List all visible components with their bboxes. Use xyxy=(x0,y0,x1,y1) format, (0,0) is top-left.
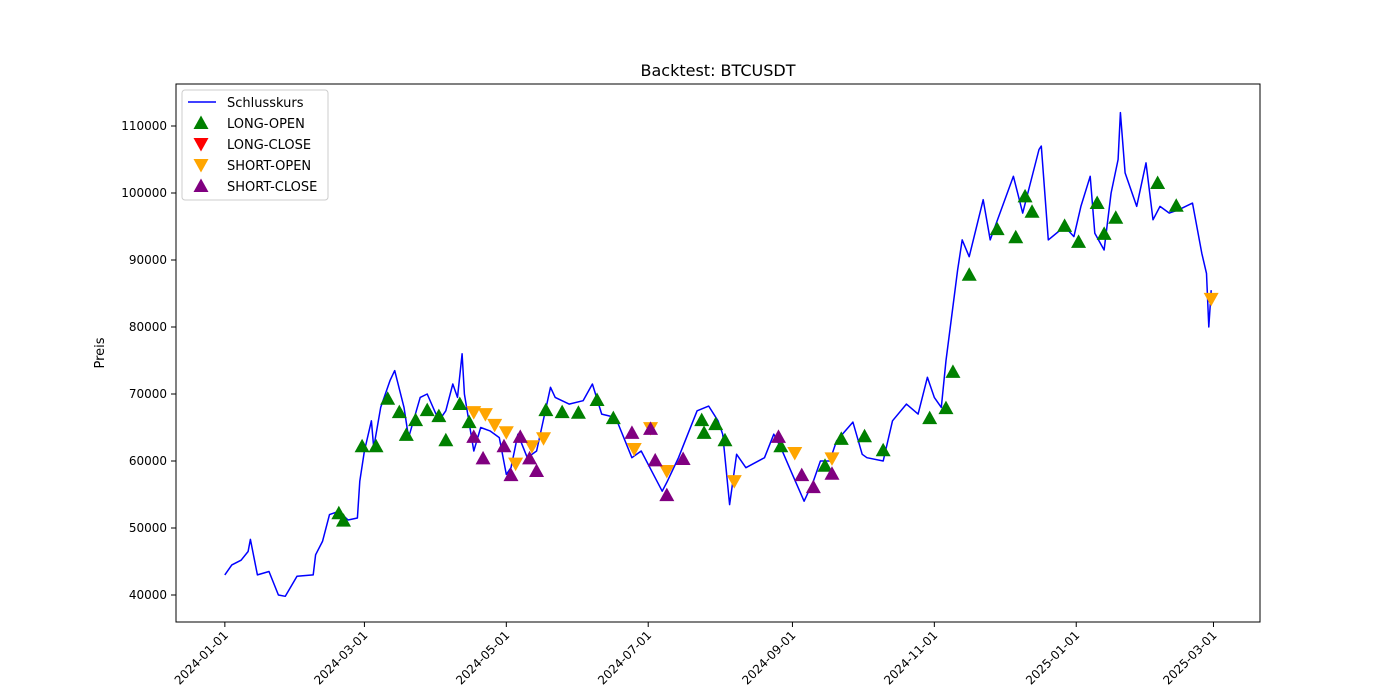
trade-marker xyxy=(805,479,821,494)
trade-marker xyxy=(1150,175,1166,189)
chart-title: Backtest: BTCUSDT xyxy=(641,61,796,80)
trade-marker xyxy=(522,450,538,465)
trade-marker xyxy=(1071,234,1087,248)
y-tick-label: 70000 xyxy=(129,387,167,401)
trade-marker xyxy=(824,466,840,480)
trade-marker xyxy=(659,465,675,479)
trade-marker xyxy=(624,425,640,439)
legend-label: LONG-OPEN xyxy=(227,117,305,132)
trade-marker xyxy=(398,427,414,441)
legend-swatch xyxy=(193,178,209,192)
trade-marker xyxy=(529,463,545,478)
trade-marker xyxy=(368,438,384,453)
trade-marker xyxy=(989,221,1005,236)
legend-box xyxy=(181,89,329,201)
price-line xyxy=(224,111,1212,598)
trade-marker xyxy=(708,416,724,431)
trade-marker xyxy=(466,406,482,420)
trade-marker xyxy=(487,418,503,433)
trade-marker xyxy=(961,267,977,281)
legend-label: SHORT-CLOSE xyxy=(227,180,317,195)
y-tick-label: 60000 xyxy=(129,454,167,468)
y-tick-label: 90000 xyxy=(129,253,167,267)
y-axis-label: Preis xyxy=(93,337,108,368)
trade-marker xyxy=(794,467,810,482)
trade-marker xyxy=(945,364,961,378)
legend-swatch xyxy=(193,159,209,173)
trade-marker xyxy=(508,457,524,472)
legend-label: LONG-CLOSE xyxy=(227,138,311,153)
trade-marker xyxy=(354,438,370,453)
trade-marker xyxy=(554,404,570,419)
trade-marker xyxy=(643,421,659,435)
trade-marker xyxy=(1024,204,1040,218)
trade-marker xyxy=(589,392,605,407)
trade-marker xyxy=(1168,198,1184,212)
trade-marker xyxy=(1017,188,1033,203)
trade-marker xyxy=(512,429,528,443)
y-tick-label: 110000 xyxy=(121,119,167,133)
trade-marker xyxy=(496,438,512,453)
trade-marker xyxy=(875,442,891,457)
trade-marker xyxy=(922,410,938,425)
legend-swatch xyxy=(193,138,209,152)
legend-label: Schlusskurs xyxy=(227,96,304,111)
trade-marker xyxy=(477,408,493,422)
trade-marker xyxy=(524,440,540,454)
trade-marker xyxy=(391,404,407,419)
trade-marker xyxy=(452,396,468,411)
trade-marker xyxy=(335,513,351,527)
legend-swatch xyxy=(193,115,209,129)
trade-marker xyxy=(536,432,552,446)
trade-marker xyxy=(675,451,691,465)
trade-marker xyxy=(647,452,663,467)
trade-marker xyxy=(726,475,742,489)
trade-marker xyxy=(1203,292,1219,307)
trade-marker xyxy=(431,408,447,423)
trade-marker xyxy=(503,467,519,482)
trade-marker xyxy=(824,452,840,466)
trade-marker xyxy=(498,426,514,440)
trade-marker xyxy=(694,412,710,427)
trade-marker xyxy=(787,446,803,461)
trade-marker xyxy=(833,431,849,445)
trade-marker xyxy=(773,438,789,453)
trade-marker xyxy=(717,432,733,447)
trade-marker xyxy=(438,432,454,447)
trade-marker xyxy=(817,458,833,472)
trade-marker xyxy=(659,487,675,502)
trade-marker xyxy=(605,410,621,425)
y-tick-label: 40000 xyxy=(129,588,167,602)
trade-marker xyxy=(770,429,786,443)
trade-marker xyxy=(857,428,873,443)
trade-marker xyxy=(1008,229,1024,244)
trade-marker xyxy=(408,412,424,427)
y-tick-label: 100000 xyxy=(121,186,167,200)
trade-marker xyxy=(1089,195,1105,210)
trade-marker xyxy=(938,400,954,415)
trade-marker xyxy=(461,414,477,429)
y-tick-label: 50000 xyxy=(129,521,167,535)
plot-frame xyxy=(175,83,1261,623)
trade-marker xyxy=(538,402,554,417)
trade-marker xyxy=(475,450,491,465)
trade-marker xyxy=(626,442,642,457)
trade-marker xyxy=(419,402,435,417)
trade-marker xyxy=(1096,226,1112,240)
legend-label: SHORT-OPEN xyxy=(227,159,311,174)
trade-marker xyxy=(466,429,482,443)
trade-marker xyxy=(696,425,712,439)
trade-marker xyxy=(380,391,396,405)
trade-marker xyxy=(1108,210,1124,224)
trade-marker xyxy=(570,405,586,419)
trade-marker xyxy=(1057,218,1073,232)
y-tick-label: 80000 xyxy=(129,320,167,334)
